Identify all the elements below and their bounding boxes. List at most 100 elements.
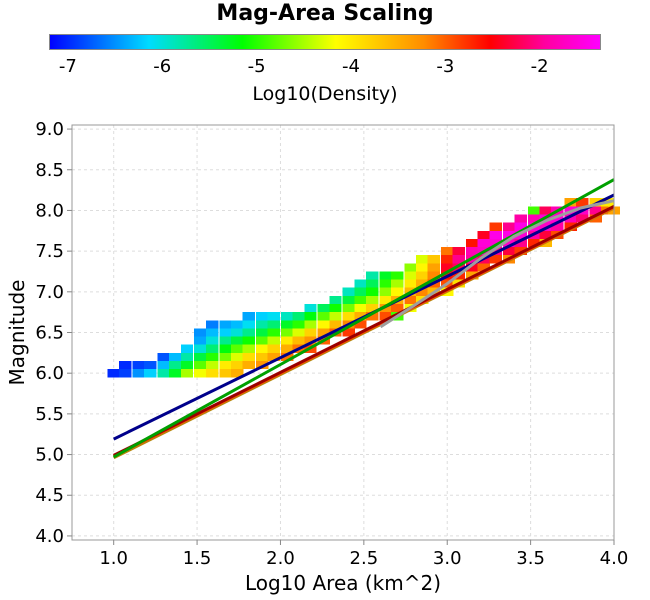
density-cell [329,312,342,321]
density-cell [551,222,564,231]
density-cell [205,344,219,353]
density-cell [205,369,219,378]
fit-lines [112,178,615,460]
density-cell [219,369,232,378]
density-cell [416,287,429,296]
density-cell [180,352,194,361]
density-cell [292,312,305,321]
density-cell [354,287,367,296]
density-cell [416,279,429,288]
density-cell [317,328,330,337]
density-cell [169,360,182,370]
density-cell [267,352,280,361]
fit-line [379,199,615,329]
density-cell [404,279,417,288]
density-cell [205,320,219,329]
density-cell [194,352,207,361]
density-cell [354,295,367,305]
density-cells [107,198,621,378]
density-cell [242,312,255,321]
density-cell [366,271,379,280]
density-cell [514,247,527,256]
y-tick-label: 6.5 [35,323,64,344]
density-cell [317,312,330,321]
density-cell [329,304,342,313]
colorbar-tick-label: -2 [530,56,549,77]
fit-line [112,178,615,459]
colorbar-tick-label: -6 [153,56,172,77]
density-cell [342,328,356,337]
density-cell [404,263,417,272]
density-cell [342,287,356,296]
y-tick-label: 7.5 [35,241,64,262]
density-cell [304,312,317,321]
density-cell [379,287,392,296]
density-cell [489,255,502,264]
density-cell [194,344,207,353]
density-cell [342,295,356,305]
density-cell [219,352,232,361]
density-cell [502,230,516,239]
density-cell [391,304,404,313]
y-axis-label: Magnitude [5,280,29,386]
density-cell [466,247,479,256]
colorbar-tick-label: -4 [341,56,360,77]
density-cell [119,369,132,378]
density-cell [267,344,280,353]
density-cell [379,312,392,321]
density-cell [219,360,232,370]
density-cell [452,247,466,256]
density-cell [205,328,219,337]
x-tick-label: 3.0 [433,548,462,569]
density-cell [292,320,305,329]
density-cell [157,352,170,361]
density-cell [242,336,255,345]
density-cell [379,279,392,288]
density-cell [366,295,379,305]
density-cell [576,214,589,223]
density-cell [219,328,232,337]
density-cell [379,295,392,305]
density-cell [342,304,356,313]
colorbar-tick-label: -7 [58,56,77,77]
density-cell [366,279,379,288]
density-cell [107,369,120,378]
density-cell [354,320,367,329]
density-cell [329,320,342,329]
density-cell [219,344,232,353]
density-cell [280,328,294,337]
density-cell [404,271,417,280]
density-cell [304,304,317,313]
density-cell [255,312,269,321]
density-cell [230,369,244,378]
density-cell [280,352,294,361]
density-cell [255,320,269,329]
density-cell [205,336,219,345]
density-cell [292,336,305,345]
density-cell [441,247,454,256]
density-cell [441,255,454,264]
y-tick-label: 8.5 [35,160,64,181]
density-cell [427,271,441,280]
density-cell [452,263,466,272]
density-cell [466,263,479,272]
density-cell [379,271,392,280]
density-cell [416,271,429,280]
density-cell [502,222,516,231]
y-tick-label: 6.0 [35,363,64,384]
density-cell [219,336,232,345]
density-cell [354,312,367,321]
density-cell [255,336,269,345]
density-cell [242,344,255,353]
density-cell [489,222,502,231]
y-tick-label: 4.0 [35,526,64,547]
density-cell [317,320,330,329]
x-tick-label: 2.0 [266,548,295,569]
density-cell [304,328,317,337]
density-cell [242,320,255,329]
density-cell [230,336,244,345]
density-cell [194,360,207,370]
density-cell [267,336,280,345]
x-tick-label: 1.0 [99,548,128,569]
density-cell [230,320,244,329]
